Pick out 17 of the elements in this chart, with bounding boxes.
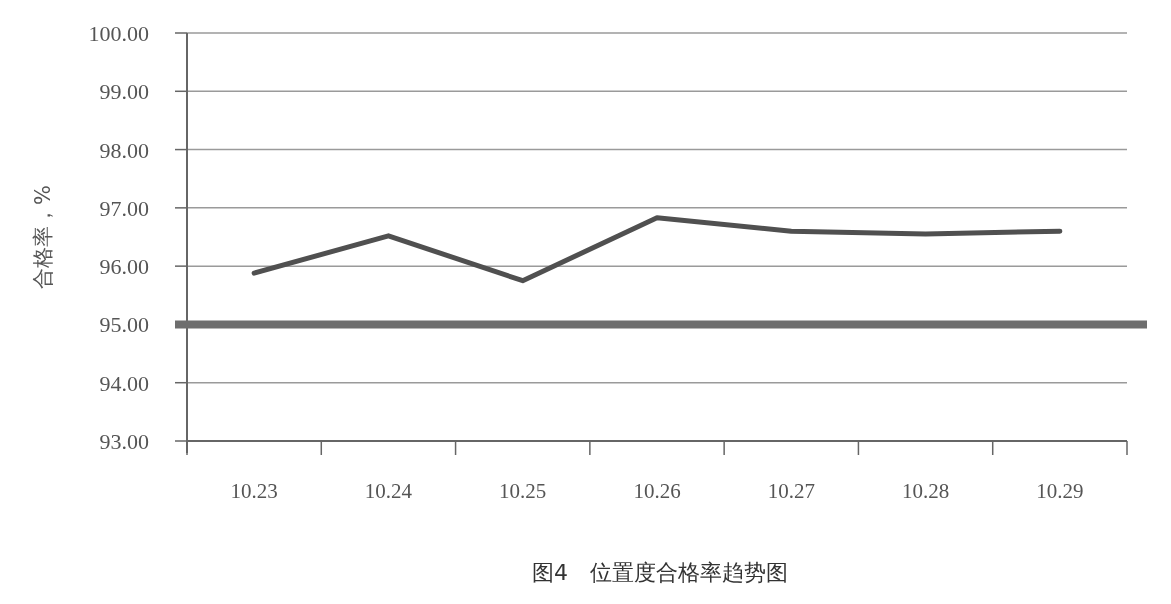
x-tick-label: 10.24 bbox=[364, 479, 413, 503]
y-tick-label: 93.00 bbox=[99, 429, 149, 454]
y-tick-label: 97.00 bbox=[99, 195, 149, 221]
y-tick-label: 94.00 bbox=[99, 370, 149, 396]
x-tick-label: 10.28 bbox=[901, 479, 950, 503]
x-tick-label: 10.26 bbox=[633, 479, 681, 503]
x-tick-label: 10.29 bbox=[1036, 479, 1084, 503]
x-tick-label: 10.23 bbox=[230, 479, 278, 503]
y-tick-label: 95.00 bbox=[99, 312, 149, 338]
y-tick-label: 100.00 bbox=[88, 21, 149, 46]
y-tick-label: 96.00 bbox=[99, 254, 149, 280]
x-tick-label: 10.27 bbox=[767, 479, 815, 503]
x-tick-label: 10.25 bbox=[499, 479, 547, 503]
text: 图4 位置度合格率趋势图 bbox=[532, 560, 788, 585]
y-tick-label: 99.00 bbox=[99, 79, 149, 105]
y-axis-title: 合格率，% bbox=[31, 185, 55, 289]
y-tick-label: 98.00 bbox=[99, 137, 149, 163]
